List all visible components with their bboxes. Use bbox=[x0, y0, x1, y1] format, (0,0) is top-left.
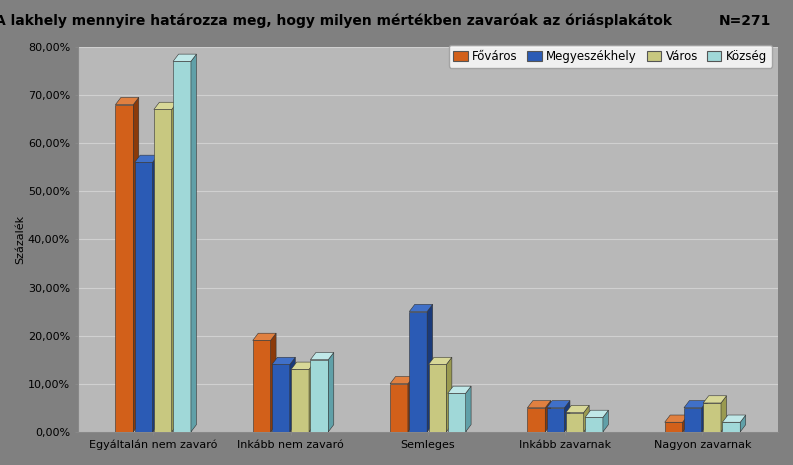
Polygon shape bbox=[665, 415, 688, 422]
Polygon shape bbox=[152, 155, 158, 432]
Polygon shape bbox=[721, 396, 726, 432]
Polygon shape bbox=[546, 400, 550, 432]
Polygon shape bbox=[272, 365, 289, 432]
Polygon shape bbox=[665, 422, 683, 432]
Legend: Főváros, Megyeszékhely, Város, Község: Főváros, Megyeszékhely, Város, Község bbox=[449, 45, 772, 67]
Polygon shape bbox=[390, 384, 408, 432]
Polygon shape bbox=[409, 305, 433, 312]
Polygon shape bbox=[702, 400, 707, 432]
Polygon shape bbox=[191, 54, 197, 432]
Polygon shape bbox=[565, 400, 570, 432]
Polygon shape bbox=[584, 405, 589, 432]
Polygon shape bbox=[683, 415, 688, 432]
Polygon shape bbox=[703, 403, 721, 432]
Polygon shape bbox=[546, 408, 565, 432]
Polygon shape bbox=[427, 305, 433, 432]
Polygon shape bbox=[446, 357, 452, 432]
Polygon shape bbox=[135, 155, 158, 162]
Polygon shape bbox=[585, 418, 603, 432]
Polygon shape bbox=[448, 386, 471, 393]
Polygon shape bbox=[309, 362, 315, 432]
Polygon shape bbox=[703, 396, 726, 403]
Polygon shape bbox=[722, 415, 745, 422]
Polygon shape bbox=[409, 312, 427, 432]
Polygon shape bbox=[272, 357, 295, 365]
Polygon shape bbox=[154, 102, 177, 109]
Text: A lakhely mennyire határozza meg, hogy milyen mértékben zavaróak az óriásplakáto: A lakhely mennyire határozza meg, hogy m… bbox=[0, 14, 672, 28]
Polygon shape bbox=[428, 365, 446, 432]
Polygon shape bbox=[408, 377, 413, 432]
Polygon shape bbox=[740, 415, 745, 432]
Polygon shape bbox=[566, 405, 589, 412]
Polygon shape bbox=[116, 105, 133, 432]
Polygon shape bbox=[390, 377, 413, 384]
Polygon shape bbox=[603, 410, 608, 432]
Polygon shape bbox=[684, 400, 707, 408]
Polygon shape bbox=[546, 400, 570, 408]
Polygon shape bbox=[291, 369, 309, 432]
Polygon shape bbox=[722, 422, 740, 432]
Polygon shape bbox=[133, 98, 139, 432]
Polygon shape bbox=[310, 360, 328, 432]
Polygon shape bbox=[527, 400, 550, 408]
Polygon shape bbox=[428, 357, 452, 365]
Polygon shape bbox=[448, 393, 465, 432]
Polygon shape bbox=[566, 412, 584, 432]
Polygon shape bbox=[116, 98, 139, 105]
Polygon shape bbox=[684, 408, 702, 432]
Polygon shape bbox=[527, 408, 546, 432]
Polygon shape bbox=[253, 333, 276, 340]
Polygon shape bbox=[310, 352, 334, 360]
Polygon shape bbox=[154, 109, 172, 432]
Polygon shape bbox=[135, 162, 152, 432]
Polygon shape bbox=[291, 362, 315, 369]
Polygon shape bbox=[328, 352, 334, 432]
Text: N=271: N=271 bbox=[719, 14, 772, 28]
Polygon shape bbox=[173, 61, 191, 432]
Polygon shape bbox=[172, 102, 177, 432]
Y-axis label: Százalék: Százalék bbox=[15, 215, 25, 264]
Polygon shape bbox=[289, 357, 295, 432]
Polygon shape bbox=[585, 410, 608, 418]
Polygon shape bbox=[253, 340, 270, 432]
Polygon shape bbox=[465, 386, 471, 432]
Polygon shape bbox=[173, 54, 197, 61]
Polygon shape bbox=[270, 333, 276, 432]
